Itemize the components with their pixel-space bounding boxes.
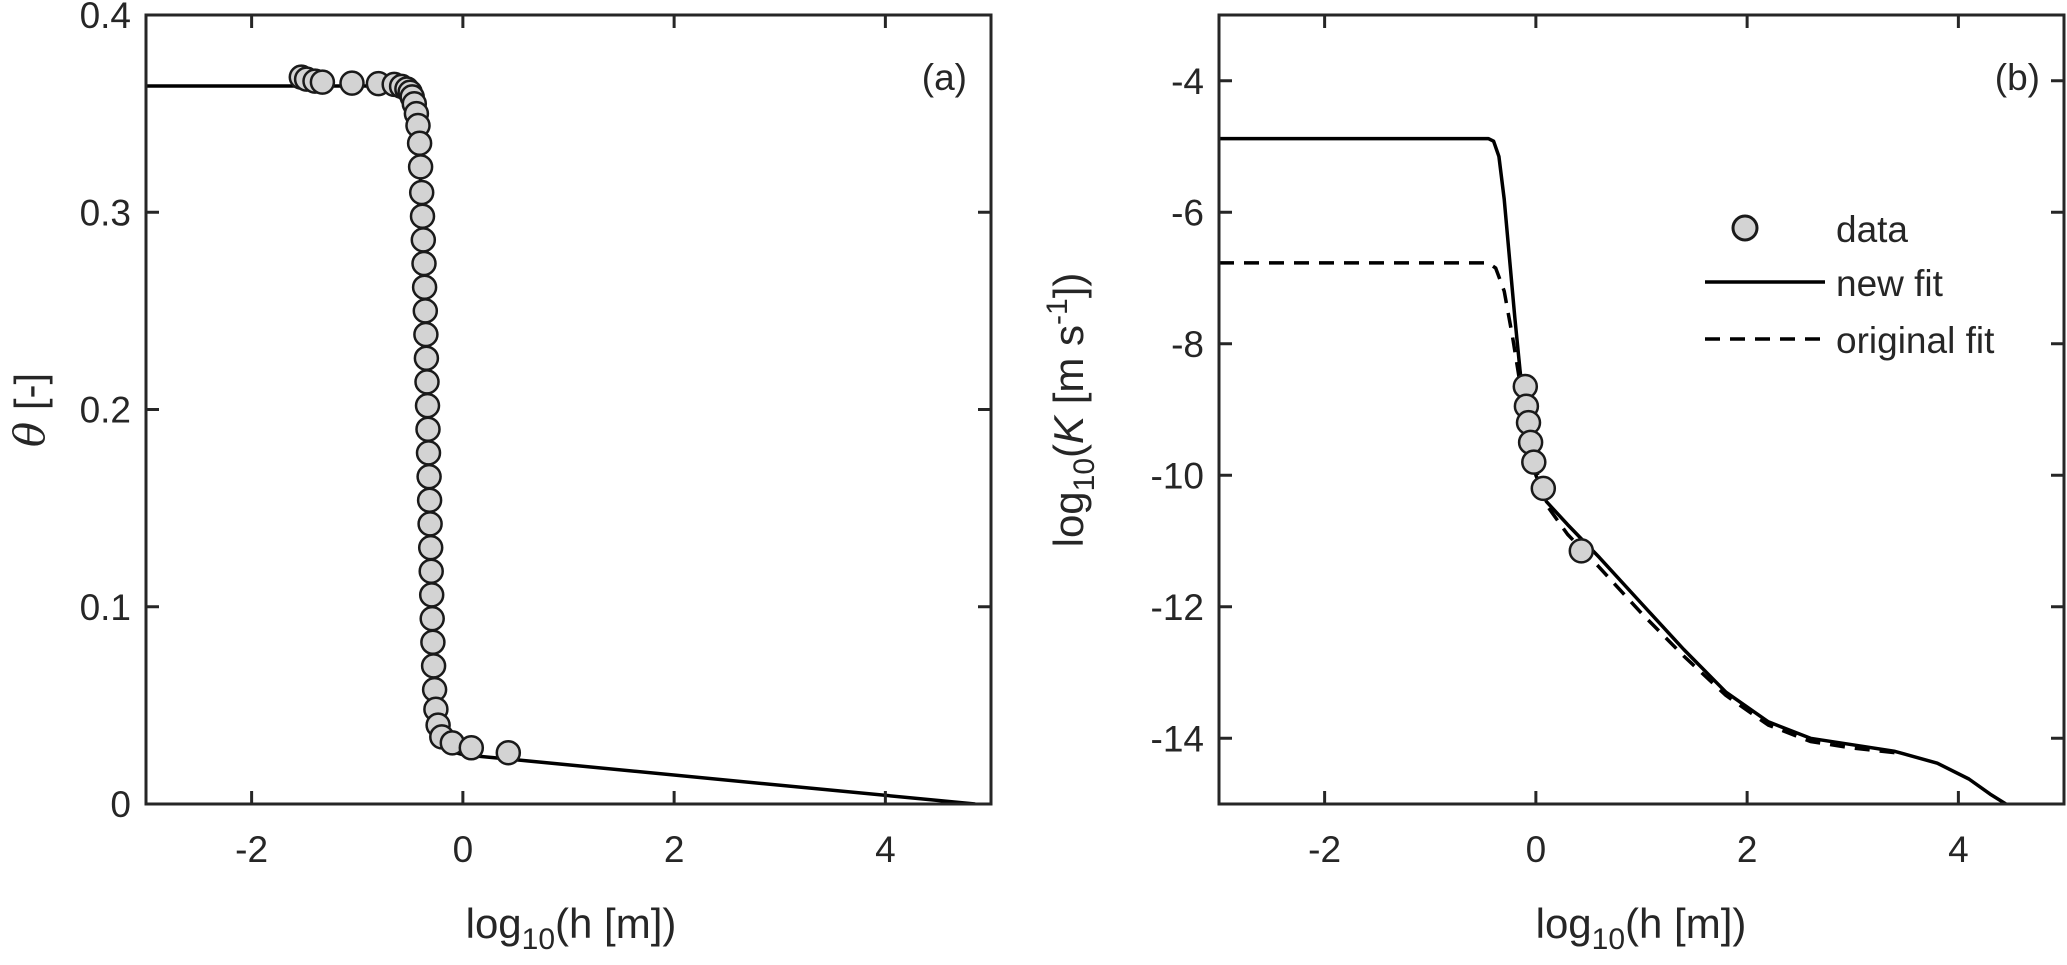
panel-b-log-k-vs-log-h: -2 0 2 4 -14 -12 -10 -8 -6 -4 (b) log10(h [m]) lo… (1041, 13, 2066, 956)
panel-b-ticks: -2 0 2 4 -14 -12 -10 -8 -6 -4 (1151, 15, 2064, 870)
panel-b-1-y-tick-label: -12 (1151, 587, 1204, 628)
panel-a-0-data-point (414, 392, 441, 419)
panel-a-0-series-line-fit (146, 84, 976, 804)
panel-a-0-data-point (416, 487, 443, 513)
panel-b-1-y-tick-label: -6 (1171, 192, 1204, 233)
panel-a-y-axis-title: θ [-] (5, 373, 54, 447)
panel-b-1-y-tick-label: -10 (1151, 455, 1204, 496)
panel-a-0-data-point (417, 511, 443, 537)
panel-b-series (1219, 136, 2007, 804)
panel-a-0-data-point (495, 739, 522, 766)
panel-b-1-series-line-new-fit (1219, 136, 2007, 804)
panel-a-0-y-tick-label: 0.2 (80, 390, 131, 431)
panel-a-0-data-point (411, 250, 437, 277)
panel-a-theta-vs-log-h: -2 0 2 4 0 0.1 0.2 0.3 0.4 (a) log10(h [m]) θ [-… (5, 0, 993, 956)
panel-a-0-data-point (413, 321, 439, 348)
panel-a-0-data-point (415, 416, 441, 442)
panel-a-0-data-point (408, 179, 435, 206)
panel-b-1-x-tick-label: 4 (1948, 829, 1969, 870)
panel-b-legend: data new fit original fit (1705, 209, 1995, 361)
panel-a-0-data-point (458, 735, 485, 761)
panel-a-0-data-point (418, 582, 445, 608)
panel-a-0-data-point (420, 653, 447, 679)
panel-a-0-x-tick-label: 4 (875, 829, 896, 870)
panel-a-0-data-point (339, 70, 365, 96)
panel-b-1-data-point (1568, 538, 1595, 564)
legend-label-new-fit: new fit (1836, 263, 1944, 304)
panel-b-1-y-tick-label: -14 (1151, 718, 1204, 759)
legend-label-original-fit: original fit (1836, 320, 1995, 361)
legend-entry-original-fit: original fit (1705, 320, 1995, 361)
legend-entry-new-fit: new fit (1705, 263, 1944, 304)
panel-b-1-data-point (1530, 475, 1557, 502)
panel-a-0-data-point (413, 345, 440, 371)
panel-b-1-data-point (1521, 449, 1547, 475)
panel-b-1-y-tick-label: -4 (1171, 61, 1204, 102)
panel-a-0-data-point (309, 69, 336, 95)
panel-a-0-data-point (417, 534, 444, 561)
panel-a-0-y-tick-label: 0.3 (80, 192, 131, 233)
panel-a-0-y-tick-label: 0 (110, 784, 131, 825)
panel-a-axes-box (144, 13, 993, 806)
panel-a-0-data-point (418, 558, 444, 584)
panel-b-1-x-tick-label: 0 (1526, 829, 1547, 870)
panel-a-0-data-point (414, 369, 440, 395)
panel-a-series (146, 64, 976, 804)
panel-b-y-axis-title: log10(K [m s-1]) (1041, 273, 1101, 548)
panel-a-0-data-point (415, 440, 442, 466)
panel-a-0-y-tick-label: 0.4 (80, 0, 131, 36)
panel-a-0-data-point (407, 154, 434, 180)
panel-b-1-y-tick-label: -8 (1171, 324, 1204, 365)
panel-b-axes-box (1217, 13, 2066, 806)
panel-b-1-series-line-original-fit (1219, 261, 1896, 755)
legend-marker-data (1731, 214, 1759, 242)
panel-b-x-axis-title: log10(h [m]) (1536, 900, 1747, 956)
panel-a-label: (a) (922, 57, 967, 98)
panel-b-1-x-tick-label: 2 (1737, 829, 1758, 870)
panel-a-0-y-tick-label: 0.1 (80, 587, 131, 628)
panel-a-0-data-point (412, 298, 439, 324)
panel-a-0-data-point (419, 605, 445, 632)
legend-label-data: data (1836, 209, 1908, 250)
panel-a-0-data-point (409, 203, 436, 229)
panel-a-0-x-tick-label: -2 (235, 829, 268, 870)
panel-a-0-data-point (411, 274, 438, 300)
panel-b-1-x-tick-label: -2 (1308, 829, 1341, 870)
panel-a-x-axis-title: log10(h [m]) (466, 900, 677, 956)
panel-b-label: (b) (1995, 57, 2040, 98)
panel-a-0-x-tick-label: 2 (664, 829, 685, 870)
panel-a-ticks: -2 0 2 4 0 0.1 0.2 0.3 0.4 (80, 0, 991, 870)
panel-a-0-data-point (416, 463, 442, 490)
panel-a-0-data-point (406, 130, 433, 156)
panel-a-0-data-point (410, 227, 437, 253)
legend-entry-data: data (1731, 209, 1908, 250)
panel-a-0-data-point (420, 629, 446, 656)
panel-a-0-x-tick-label: 0 (453, 829, 474, 870)
